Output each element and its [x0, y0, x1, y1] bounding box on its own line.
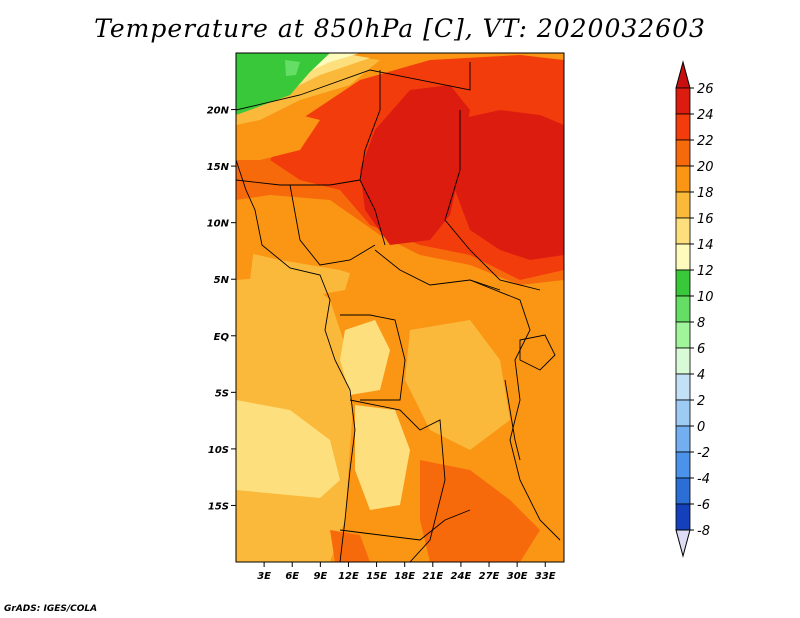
field-core-chad — [360, 85, 470, 245]
border-sahara — [236, 62, 471, 111]
lat-tick-label: EQ — [214, 332, 230, 343]
field-angola-cool — [355, 405, 410, 510]
lon-tick-label: 30E — [507, 571, 528, 582]
colorbar-swatch — [675, 217, 691, 245]
colorbar-swatch — [675, 399, 691, 427]
lake-victoria — [519, 334, 556, 371]
border-east — [469, 279, 561, 541]
colorbar-label: 8 — [697, 316, 705, 331]
border-nigeria — [289, 184, 376, 266]
boundaries — [236, 62, 561, 562]
map-frame — [235, 52, 565, 563]
colorbar-swatch — [675, 373, 691, 401]
lat-tick-label: 10S — [208, 445, 229, 456]
lon-tick-label: 15E — [366, 571, 387, 582]
coastline-west — [236, 159, 356, 562]
lat-tick-label: 15N — [207, 162, 230, 173]
colorbar-label: 26 — [697, 82, 714, 97]
colorbar-label: 0 — [697, 420, 705, 435]
field-southwest-cool — [236, 400, 340, 498]
lon-tick-label: 12E — [338, 571, 359, 582]
field-core-sudan — [455, 110, 564, 260]
lat-tick-label: 15S — [208, 501, 229, 512]
colorbar-label: 24 — [697, 108, 714, 123]
grads-credit: GrADS: IGES/COLA — [4, 604, 98, 614]
border-sahel — [236, 179, 361, 186]
colorbar-label: 4 — [697, 368, 705, 383]
colorbar-label: -8 — [697, 524, 710, 539]
border-car — [374, 249, 501, 291]
colorbar-label: 22 — [697, 134, 714, 149]
colorbar-swatch — [675, 321, 691, 349]
colorbar-label: 2 — [697, 394, 705, 409]
lat-tick-label: 10N — [207, 219, 230, 230]
field-northwest-10 — [285, 60, 300, 76]
colorbar-swatch — [675, 113, 691, 141]
lon-tick-label: 24E — [451, 571, 472, 582]
colorbar-swatch — [675, 347, 691, 375]
lake-tanganyika — [504, 379, 521, 461]
colorbar-swatch — [675, 295, 691, 323]
lon-tick-label: 33E — [535, 571, 556, 582]
lon-tick-label: 21E — [422, 571, 443, 582]
lon-tick-label: 3E — [257, 571, 271, 582]
field-northwest-12 — [236, 53, 330, 115]
colorbar-swatch — [675, 477, 691, 505]
colorbar-swatch — [675, 243, 691, 271]
lon-tick-label: 18E — [394, 571, 415, 582]
colorbar-label: -4 — [697, 472, 710, 487]
colorbar-label: 20 — [697, 160, 714, 175]
colorbar-swatch — [675, 503, 691, 531]
field-congo-cool — [340, 320, 390, 395]
border-south — [339, 509, 471, 541]
lat-tick-label: 5S — [215, 388, 229, 399]
colorbar-label: 16 — [697, 212, 714, 227]
border-congo — [340, 314, 406, 401]
field-east-18 — [405, 320, 510, 450]
map-title: Temperature at 850hPa [C], VT: 202003260… — [94, 14, 706, 43]
colorbar-label: 12 — [697, 264, 714, 279]
lon-tick-label: 9E — [313, 571, 327, 582]
colorbar-swatch — [675, 165, 691, 193]
lat-tick-label: 20N — [207, 106, 230, 117]
colorbar-swatch — [675, 451, 691, 479]
field-south-22 — [420, 460, 540, 562]
latitude-axis: 20N 15N 10N 5N EQ 5S 10S 15S — [207, 106, 236, 512]
colorbar-top-arrow — [675, 60, 691, 89]
lon-tick-label: 6E — [285, 571, 299, 582]
colorbar-swatch — [675, 269, 691, 297]
lat-tick-label: 5N — [214, 275, 230, 286]
colorbar-swatch — [675, 191, 691, 219]
border-niger-chad — [359, 70, 386, 246]
colorbar-label: 6 — [697, 342, 705, 357]
colorbar-swatch — [675, 139, 691, 167]
colorbar-label: -6 — [697, 498, 710, 513]
colorbar-swatch — [675, 87, 691, 115]
colorbar-bottom-arrow — [675, 529, 691, 558]
temperature-field — [236, 53, 564, 562]
field-south-22b — [330, 530, 370, 562]
colorbar-label: 10 — [697, 290, 714, 305]
border-angola — [349, 399, 446, 562]
border-chad-sudan — [444, 110, 541, 291]
lon-tick-label: 27E — [479, 571, 500, 582]
colorbar-label: -2 — [697, 446, 710, 461]
colorbar-label: 18 — [697, 186, 714, 201]
longitude-axis: 3E 6E 9E 12E 15E 18E 21E 24E 27E 30E 33E — [257, 562, 556, 582]
field-south-18 — [236, 520, 320, 562]
colorbar-swatch — [675, 425, 691, 453]
colorbar-label: 14 — [697, 238, 714, 253]
